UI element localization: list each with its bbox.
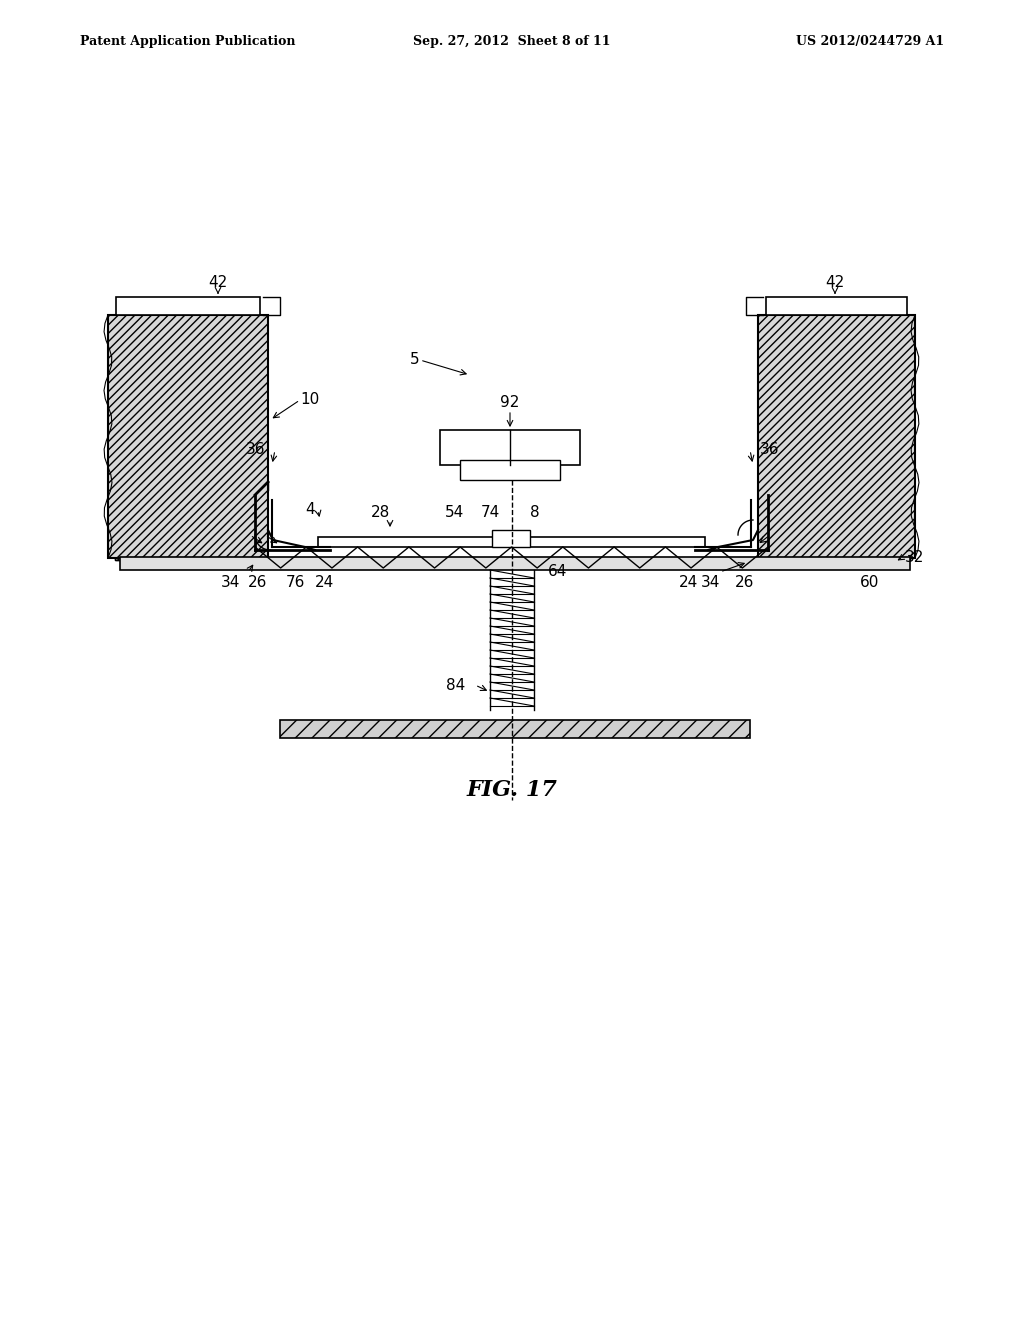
Text: 42: 42 — [825, 275, 845, 290]
Text: US 2012/0244729 A1: US 2012/0244729 A1 — [796, 36, 944, 48]
Text: 36: 36 — [246, 442, 265, 458]
Text: 5: 5 — [410, 352, 420, 367]
Text: 60: 60 — [860, 576, 880, 590]
Text: 42: 42 — [208, 275, 227, 290]
Bar — [440, 430, 580, 465]
Text: 10: 10 — [300, 392, 319, 408]
Bar — [120, 557, 910, 570]
Text: 76: 76 — [286, 576, 305, 590]
Text: 28: 28 — [371, 506, 389, 520]
Text: 64: 64 — [548, 565, 567, 579]
Bar — [116, 297, 260, 315]
Text: 34: 34 — [700, 576, 720, 590]
Text: 84: 84 — [445, 677, 465, 693]
Text: 54: 54 — [445, 506, 465, 520]
Bar — [760, 319, 910, 560]
Text: Sep. 27, 2012  Sheet 8 of 11: Sep. 27, 2012 Sheet 8 of 11 — [414, 36, 610, 48]
Text: 24: 24 — [315, 576, 335, 590]
Text: 26: 26 — [248, 576, 267, 590]
Bar — [108, 315, 268, 558]
Bar — [115, 319, 265, 560]
Bar — [280, 719, 750, 738]
Bar — [460, 459, 560, 480]
Bar — [766, 297, 907, 315]
Text: 92: 92 — [501, 395, 520, 411]
Text: FIG. 17: FIG. 17 — [467, 779, 557, 801]
Text: 4: 4 — [305, 503, 315, 517]
Text: 24: 24 — [678, 576, 697, 590]
Bar — [115, 319, 265, 560]
Text: Patent Application Publication: Patent Application Publication — [80, 36, 296, 48]
Text: 32: 32 — [905, 549, 925, 565]
Bar — [758, 315, 915, 558]
Text: 74: 74 — [480, 506, 500, 520]
Bar — [492, 531, 530, 546]
Text: 26: 26 — [735, 576, 755, 590]
Bar — [318, 537, 705, 546]
Text: 8: 8 — [530, 506, 540, 520]
Text: 36: 36 — [760, 442, 779, 458]
Bar — [760, 319, 910, 560]
Text: 34: 34 — [220, 576, 240, 590]
